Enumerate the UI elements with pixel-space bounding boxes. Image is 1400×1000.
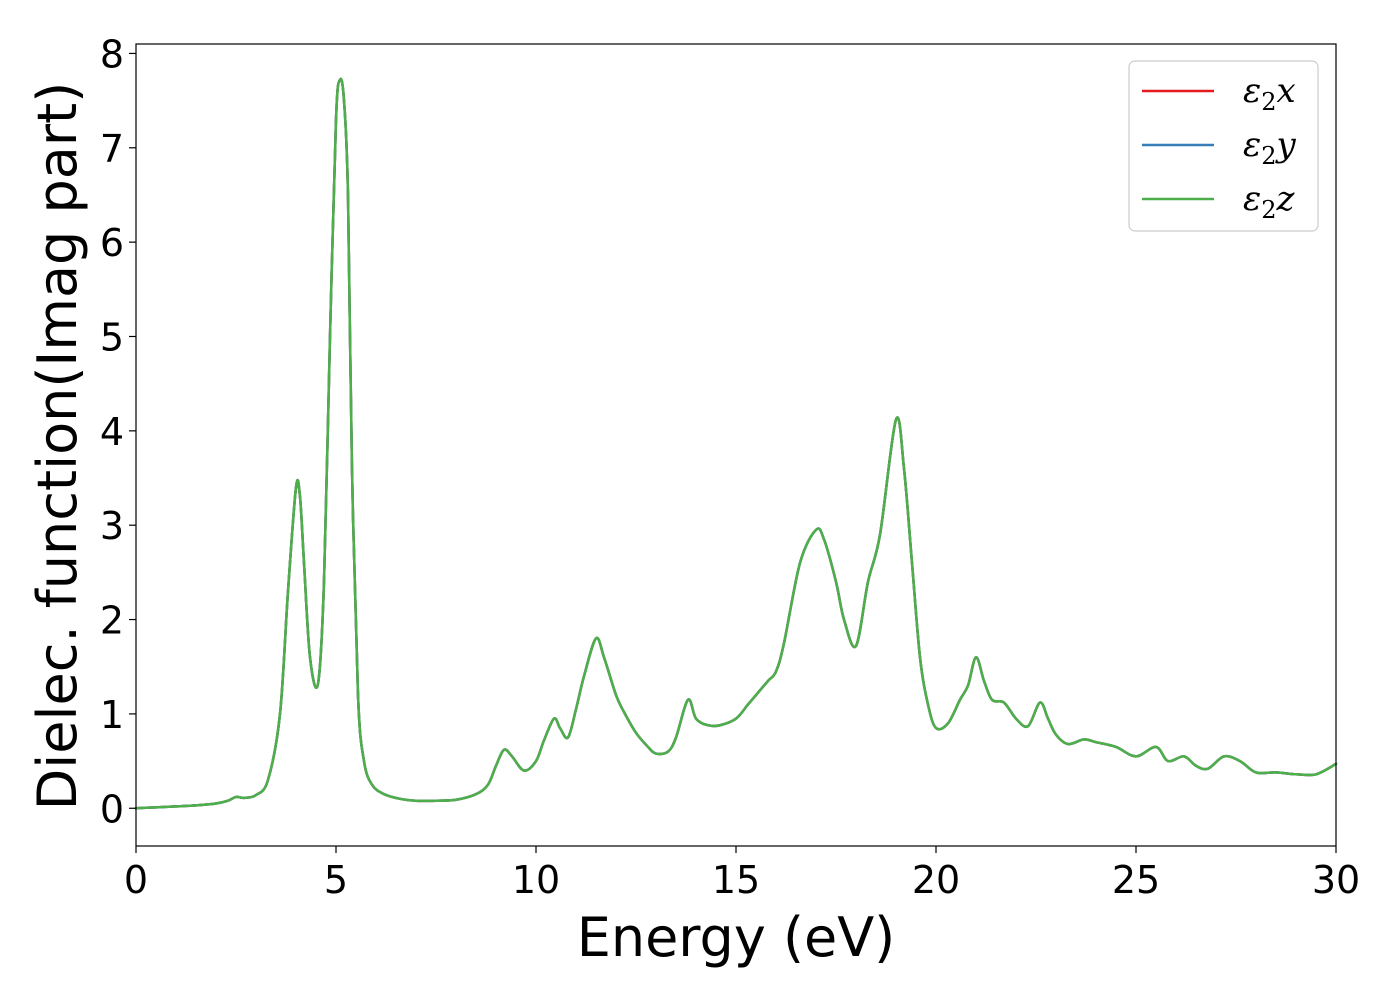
legend-entries: ε2x ε2y ε2z: [1142, 71, 1297, 224]
y-tick-label-8: 8: [100, 32, 124, 76]
x-tick-label-6: 30: [1312, 858, 1360, 902]
x-tick-label-4: 20: [912, 858, 960, 902]
x-tick-label-1: 5: [324, 858, 348, 902]
y-tick-label-4: 4: [100, 410, 124, 454]
y-tick-label-7: 7: [100, 127, 124, 171]
x-tick-label-3: 15: [712, 858, 760, 902]
x-axis-label: Energy (eV): [577, 906, 896, 969]
legend-box: [1128, 60, 1319, 232]
x-tick-label-0: 0: [124, 858, 148, 902]
legend: ε2x ε2y ε2z: [1128, 60, 1319, 232]
y-tick-label-3: 3: [100, 504, 124, 548]
y-axis-ticks: 0 1 2 3 4 5 6 7 8: [100, 32, 136, 831]
legend-label-x: ε2x: [1243, 71, 1296, 116]
x-tick-label-5: 25: [1112, 858, 1160, 902]
y-tick-label-5: 5: [100, 315, 124, 359]
legend-label-y: ε2y: [1243, 125, 1297, 170]
x-tick-label-2: 10: [512, 858, 560, 902]
y-tick-label-0: 0: [100, 787, 124, 831]
y-tick-label-2: 2: [100, 599, 124, 643]
legend-label-z: ε2z: [1243, 179, 1296, 224]
y-axis-label: Dielec. function(Imag part): [26, 82, 89, 811]
y-tick-label-1: 1: [100, 693, 124, 737]
series-layer: [134, 77, 1338, 810]
y-tick-label-6: 6: [100, 221, 124, 265]
x-axis-ticks: 0 5 10 15 20 25 30: [124, 846, 1360, 902]
series-line-z: [134, 77, 1338, 810]
